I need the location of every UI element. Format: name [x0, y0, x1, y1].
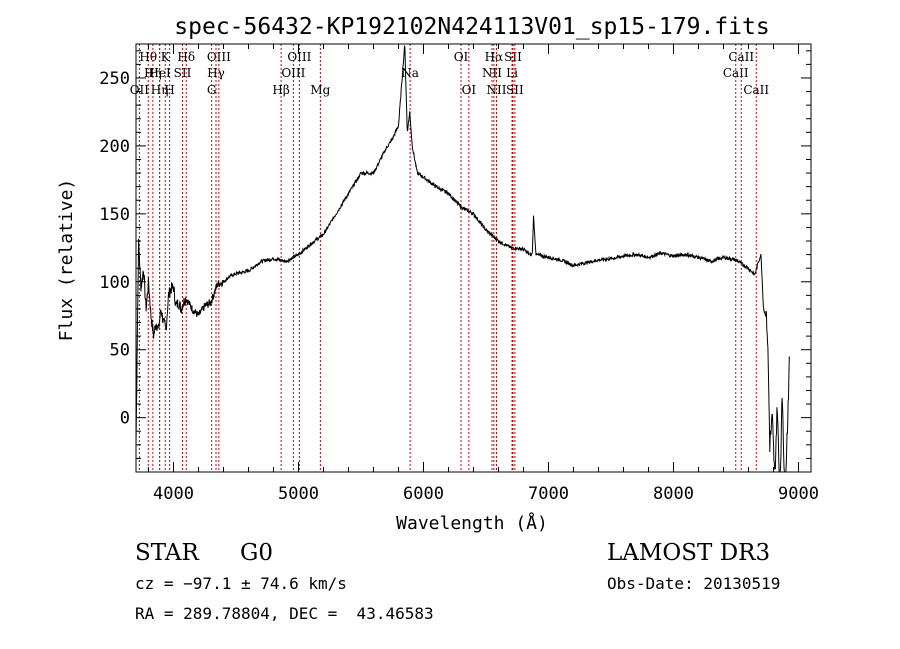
- line-marker-label-21: NII: [487, 83, 507, 97]
- y-tick-label-5: 250: [99, 69, 130, 89]
- line-marker-label-11: G: [207, 83, 217, 97]
- line-marker-label-19: NII: [482, 66, 502, 80]
- line-marker-label-7: SII: [174, 66, 192, 80]
- line-marker-label-0: Hθ: [139, 50, 157, 64]
- x-tick-label-1: 5000: [278, 484, 319, 504]
- spectrum-line: [135, 45, 791, 473]
- object-subclass: G0: [240, 540, 274, 566]
- line-marker-label-10: Hγ: [207, 66, 225, 80]
- line-marker-label-26: CaII: [728, 50, 754, 64]
- line-marker-label-24: SII: [506, 83, 524, 97]
- x-axis: 4000 5000 6000 7000 8000 9000: [148, 44, 819, 504]
- x-tick-label-5: 9000: [778, 484, 819, 504]
- line-marker-label-8: Hδ: [177, 50, 195, 64]
- line-marker-label-14: OIII: [287, 50, 311, 64]
- line-marker-label-27: CaII: [743, 83, 769, 97]
- y-tick-label-4: 200: [99, 137, 130, 157]
- survey-name: LAMOST DR3: [607, 540, 771, 566]
- line-marker-label-18: OI: [462, 83, 477, 97]
- line-marker-label-17: OI: [454, 50, 469, 64]
- y-tick-label-1: 50: [110, 341, 130, 361]
- obs-date: Obs-Date: 20130519: [607, 574, 781, 593]
- x-tick-label-2: 6000: [403, 484, 444, 504]
- line-marker-label-13: OIII: [281, 66, 305, 80]
- line-marker-label-1: OII: [130, 83, 150, 97]
- x-tick-label-4: 8000: [653, 484, 694, 504]
- plot-frame: [135, 43, 812, 473]
- line-marker-label-2: Hη: [144, 66, 162, 80]
- line-marker-label-25: CaII: [723, 66, 749, 80]
- x-tick-label-0: 4000: [153, 484, 194, 504]
- line-marker-label-4: HeI: [148, 66, 171, 80]
- y-tick-label-3: 150: [99, 205, 130, 225]
- line-marker-label-22: Li: [506, 66, 518, 80]
- line-marker-label-20: Hα: [485, 50, 504, 64]
- x-axis-label: Wavelength (Å): [396, 512, 548, 534]
- y-tick-label-0: 0: [120, 409, 130, 429]
- line-marker-label-23: SII: [504, 50, 522, 64]
- y-axis-label: Flux (relative): [56, 179, 77, 342]
- object-class: STAR: [135, 540, 199, 566]
- line-marker-label-6: H: [164, 83, 174, 97]
- x-tick-label-3: 7000: [528, 484, 569, 504]
- line-marker-label-9: OIII: [207, 50, 231, 64]
- chart-title: spec-56432-KP192102N424113V01_sp15-179.f…: [174, 14, 769, 40]
- line-marker-label-5: K: [161, 50, 171, 64]
- y-axis: 0 50 100 150 200 250: [99, 50, 811, 459]
- spectrum-series: [135, 45, 791, 473]
- line-marker-label-16: Na: [401, 66, 419, 80]
- redshift-velocity: cz = −97.1 ± 74.6 km/s: [135, 574, 347, 593]
- y-tick-label-2: 100: [99, 273, 130, 293]
- line-marker-label-15: Mg: [310, 83, 330, 97]
- coordinates: RA = 289.78804, DEC = 43.46583: [135, 604, 434, 623]
- line-marker-label-12: Hβ: [272, 83, 289, 97]
